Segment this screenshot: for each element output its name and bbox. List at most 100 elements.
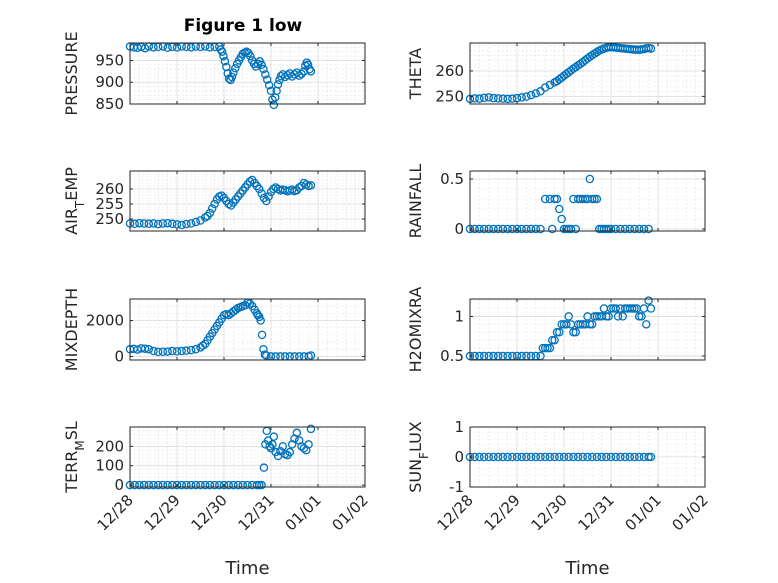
data-point <box>620 452 630 462</box>
data-point <box>550 452 559 462</box>
data-point <box>644 296 653 305</box>
data-point <box>217 47 227 56</box>
data-point <box>264 81 274 90</box>
y-axis-label: RAINFALL <box>406 164 425 239</box>
x-tick-label: 12/31 <box>575 491 618 534</box>
data-point <box>526 224 536 234</box>
figure-title: Figure 1 low <box>184 16 303 36</box>
y-axis-label-part: SL <box>62 421 81 440</box>
y-tick-label: 0 <box>454 448 464 466</box>
data-point <box>149 346 158 356</box>
data-point <box>163 218 172 228</box>
data-point <box>163 480 172 490</box>
data-point <box>153 219 163 229</box>
data-point <box>616 224 625 234</box>
data-point <box>484 224 494 234</box>
y-axis-label-part: RAINFALL <box>406 164 425 239</box>
subplot-mixdepth: 0 2000 MIXDEPTH <box>62 288 366 371</box>
y-tick-label: 100 <box>95 457 124 475</box>
data-point <box>264 192 273 201</box>
data-point <box>606 224 616 234</box>
data-point <box>292 185 302 195</box>
data-point <box>517 224 526 234</box>
axes-box <box>469 42 706 105</box>
data-point <box>536 452 545 462</box>
data-point <box>245 299 255 308</box>
data-point <box>233 480 243 490</box>
data-point <box>158 42 168 51</box>
data-point <box>578 194 588 204</box>
data-point <box>616 452 625 462</box>
data-point <box>493 224 503 234</box>
data-point <box>158 219 168 228</box>
data-point <box>489 452 498 462</box>
axes-box <box>129 170 366 232</box>
x-tick-label: 01/01 <box>282 491 325 534</box>
y-tick-label: 950 <box>95 51 124 69</box>
axes-box <box>129 426 366 488</box>
y-axis-label-part: PRESSURE <box>62 31 81 115</box>
x-tick-label: 12/29 <box>141 491 184 534</box>
data-point <box>587 194 597 204</box>
data-point <box>522 92 531 101</box>
data-point <box>262 75 272 84</box>
data-point <box>139 480 149 490</box>
data-point <box>602 452 611 462</box>
data-point <box>531 224 541 234</box>
y-axis-label: PRESSURE <box>62 31 81 115</box>
data-point <box>566 224 576 234</box>
data-point <box>611 452 620 462</box>
data-point <box>571 328 581 337</box>
data-point <box>191 480 201 490</box>
y-axis-label-part: TERR <box>62 451 81 494</box>
data-point <box>177 220 186 230</box>
data-point <box>186 480 196 490</box>
x-tick-label: 12/28 <box>94 491 137 534</box>
data-point <box>522 224 531 234</box>
y-tick-label: 0.5 <box>440 347 464 365</box>
data-point <box>557 214 566 224</box>
data-point <box>637 312 646 321</box>
y-axis-label: THETA <box>406 48 425 100</box>
data-point <box>205 480 215 490</box>
data-point <box>508 452 517 462</box>
data-point <box>562 224 571 234</box>
data-point <box>219 480 229 490</box>
data-point <box>205 43 215 52</box>
axes-box <box>129 298 366 361</box>
data-point <box>262 351 271 360</box>
y-axis-label-part: AIR <box>62 208 81 235</box>
y-tick-label: 260 <box>435 62 464 80</box>
x-tick-label: 01/01 <box>622 491 665 534</box>
subplot-pressure: 850 900 950 PRESSURE <box>62 31 366 116</box>
data-point <box>306 351 316 360</box>
y-tick-label: 2000 <box>86 312 124 330</box>
data-point <box>627 304 637 313</box>
data-point <box>210 199 219 209</box>
data-point <box>545 343 555 353</box>
data-point <box>531 452 541 462</box>
data-point <box>172 220 182 229</box>
data-point <box>257 480 266 490</box>
data-point <box>564 452 573 462</box>
y-axis-label: SUNFLUX <box>406 421 431 493</box>
y-axis-label-part: THETA <box>406 48 425 100</box>
subplot-h2omixra: 0.5 1 H2OMIXRA <box>406 287 706 372</box>
data-point <box>149 43 158 52</box>
data-point <box>172 480 182 490</box>
y-axis-label: TERRMSL <box>62 421 87 494</box>
data-point <box>489 93 498 103</box>
data-point <box>552 194 562 204</box>
data-point <box>618 312 628 321</box>
data-point <box>261 70 270 79</box>
data-point <box>493 452 503 462</box>
data-point <box>634 224 644 234</box>
data-point <box>562 320 571 329</box>
x-tick-label: 01/02 <box>329 491 372 534</box>
data-point <box>269 432 279 441</box>
